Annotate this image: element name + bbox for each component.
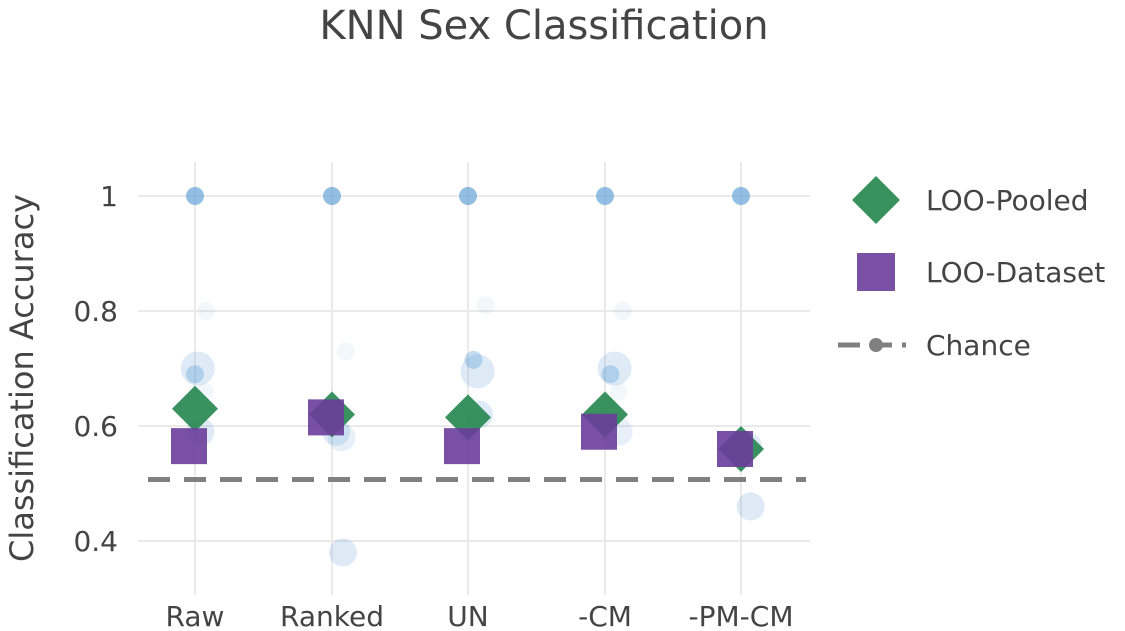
individual-point [613,302,632,320]
legend-item-loo-pooled[interactable]: LOO-Pooled [852,176,1089,224]
y-tick-label: 0.8 [73,295,118,328]
x-tick-label: -CM [578,600,632,631]
individual-points-layer [180,187,765,567]
legend-label: LOO-Pooled [926,184,1089,217]
individual-point [323,187,341,205]
legend-label: Chance [926,329,1031,362]
individual-point [459,187,477,205]
individual-point [180,351,215,386]
legend-square-icon [857,253,895,291]
individual-point [597,351,632,386]
legend-item-loo-dataset[interactable]: LOO-Dataset [857,253,1105,291]
x-tick-label: Raw [166,600,225,631]
individual-point [736,492,765,521]
individual-point [196,302,215,320]
individual-point [601,365,620,384]
y-tick-label: 0.4 [73,525,118,558]
x-tick-label: UN [447,600,488,631]
y-axis-title: Classification Accuracy [3,194,41,562]
individual-point [732,187,750,205]
individual-point [596,187,614,205]
x-tick-label: -PM-CM [689,600,794,631]
chart-title: KNN Sex Classification [319,3,769,49]
marker-loo-dataset [308,399,344,436]
individual-point [464,350,483,369]
marker-loo-dataset [171,428,207,465]
marker-loo-dataset [717,431,753,467]
summary-markers-layer [171,385,764,472]
legend-item-chance[interactable]: Chance [838,329,1031,362]
legend-dot-icon [869,338,883,352]
legend-diamond-icon [852,176,900,224]
y-tick-label: 1 [100,180,118,213]
individual-point [328,538,357,567]
tick-labels-layer: 0.4 0.6 0.8 1 Raw Ranked UN -CM -PM-CM [73,180,793,631]
y-tick-label: 0.6 [73,410,118,443]
legend[interactable]: LOO-Pooled LOO-Dataset Chance [838,176,1105,362]
individual-point [186,187,204,205]
individual-point [609,382,628,401]
marker-loo-dataset [581,413,617,450]
individual-point [336,342,355,361]
individual-point [460,354,495,389]
legend-label: LOO-Dataset [926,256,1105,289]
individual-point [186,365,204,384]
marker-loo-dataset [444,428,480,465]
x-tick-label: Ranked [280,600,384,631]
individual-point [476,296,495,315]
marker-loo-pooled [172,385,218,432]
